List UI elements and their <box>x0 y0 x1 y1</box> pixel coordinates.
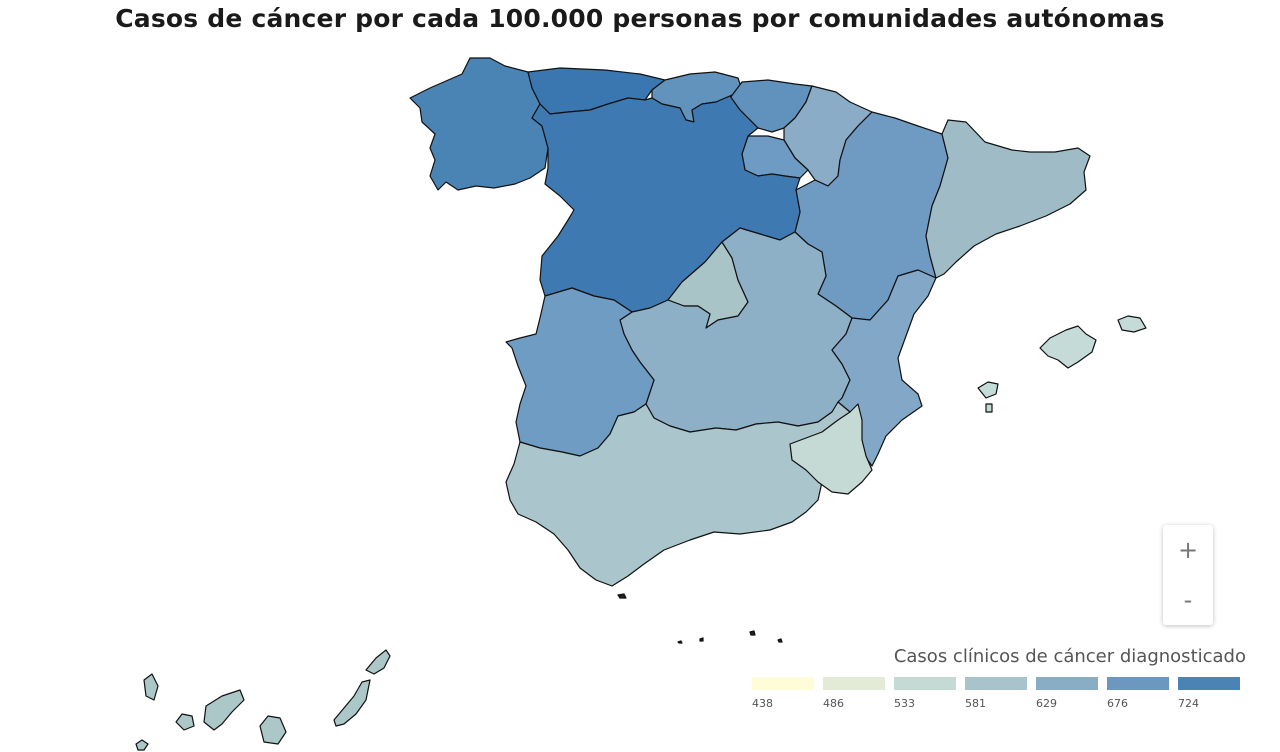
legend-item: 438 <box>752 677 814 710</box>
legend-swatch <box>894 677 956 690</box>
legend-item: 486 <box>823 677 885 710</box>
zoom-out-button[interactable]: - <box>1183 586 1193 614</box>
legend-label: 533 <box>894 697 915 710</box>
legend-label: 486 <box>823 697 844 710</box>
region-canarias[interactable] <box>135 649 391 751</box>
legend-title: Casos clínicos de cáncer diagnosticado <box>893 646 1246 667</box>
small-territories <box>617 593 783 644</box>
legend-swatch <box>1107 677 1169 690</box>
zoom-control: + - <box>1163 525 1213 625</box>
legend-label: 676 <box>1107 697 1128 710</box>
legend-label: 724 <box>1178 697 1199 710</box>
legend-swatch <box>752 677 814 690</box>
region-castilla-y-leon[interactable] <box>531 95 801 313</box>
zoom-in-button[interactable]: + <box>1177 536 1199 564</box>
region-baleares[interactable] <box>977 315 1147 413</box>
legend-item: 724 <box>1178 677 1240 710</box>
legend-label: 629 <box>1036 697 1057 710</box>
legend-item: 676 <box>1107 677 1169 710</box>
region-murcia[interactable] <box>789 403 873 495</box>
legend-swatch <box>1178 677 1240 690</box>
legend-scale: 438 486 533 581 629 676 724 <box>752 677 1246 710</box>
legend-label: 438 <box>752 697 773 710</box>
legend-item: 533 <box>894 677 956 710</box>
map-legend: Casos clínicos de cáncer diagnosticado 4… <box>752 646 1246 710</box>
legend-item: 629 <box>1036 677 1098 710</box>
region-cataluna[interactable] <box>925 119 1091 279</box>
region-galicia[interactable] <box>409 57 549 191</box>
legend-swatch <box>965 677 1027 690</box>
map-title: Casos de cáncer por cada 100.000 persona… <box>115 4 1165 33</box>
legend-item: 581 <box>965 677 1027 710</box>
legend-label: 581 <box>965 697 986 710</box>
legend-swatch <box>823 677 885 690</box>
legend-swatch <box>1036 677 1098 690</box>
